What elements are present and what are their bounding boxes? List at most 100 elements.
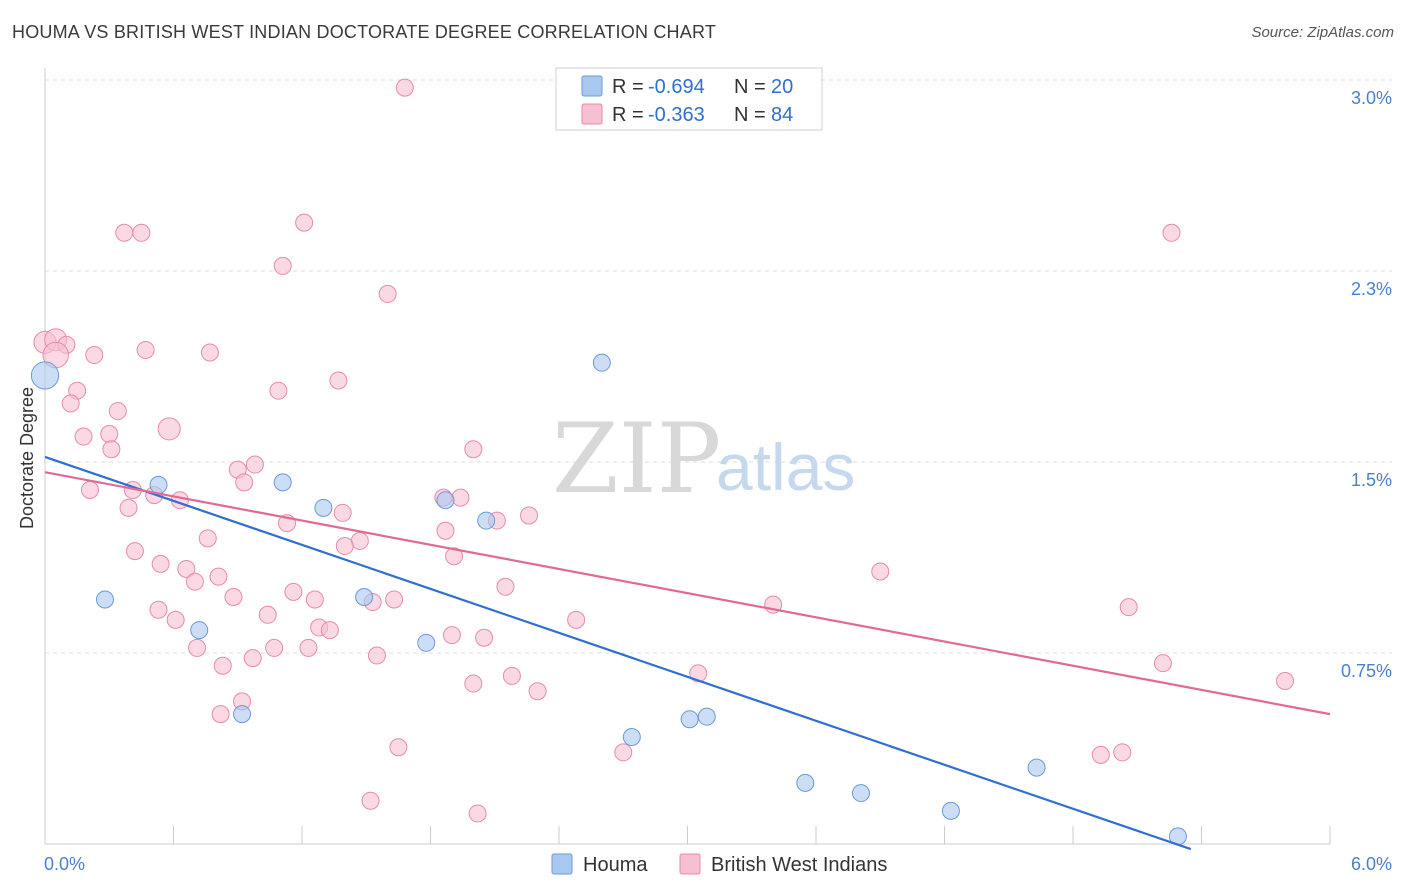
series-legend: Houma British West Indians [551, 853, 887, 876]
bwi-point-48 [185, 572, 204, 591]
bwi-point-35 [520, 506, 539, 525]
bwi-point-40 [350, 531, 369, 550]
bwi-point-34 [333, 503, 352, 522]
x-tick-label-max: 6.0% [1351, 854, 1392, 874]
y-tick-label-1: 1.5% [1351, 470, 1392, 490]
bwi-point-27 [80, 481, 99, 500]
legend-swatch-houma [581, 75, 603, 97]
legend-r-value-houma: -0.694 [648, 76, 705, 98]
bwi-point-69 [367, 646, 386, 665]
houma-point-14 [697, 707, 716, 726]
bwi-point-14 [329, 371, 348, 390]
watermark-atlas: atlas [716, 430, 855, 504]
houma-point-1 [314, 498, 333, 517]
legend-swatch-bwi [581, 103, 603, 125]
bwi-point-82 [1091, 745, 1110, 764]
bwi-point-68 [243, 649, 262, 668]
houma-point-2 [592, 353, 611, 372]
bwi-point-13 [200, 343, 219, 362]
bwi-point-65 [188, 638, 207, 657]
y-axis-label: Doctorate Degree [17, 387, 37, 529]
legend-r-label-bwi: R = [612, 104, 644, 126]
bwi-point-42 [125, 542, 144, 561]
bwi-point-66 [265, 638, 284, 657]
houma-point-8 [355, 587, 374, 606]
bwi-point-20 [74, 427, 93, 446]
bwi-point-5 [378, 284, 397, 303]
bwi-point-51 [224, 587, 243, 606]
bwi-point-22 [102, 440, 121, 459]
bwi-point-79 [389, 738, 408, 757]
bwi-point-64 [475, 628, 494, 647]
bwi-point-57 [149, 600, 168, 619]
houma-point-9 [190, 621, 209, 640]
bwi-point-33 [451, 488, 470, 507]
bottom-legend-label-houma: Houma [583, 854, 648, 876]
houma-point-11 [233, 705, 252, 724]
bwi-point-62 [320, 621, 339, 640]
bwi-point-2 [132, 223, 151, 242]
bwi-point-74 [464, 674, 483, 693]
bwi-point-50 [284, 582, 303, 601]
houma-point-15 [796, 773, 815, 792]
y-tick-labels: 0.75% 1.5% 2.3% 3.0% [1341, 88, 1392, 681]
houma-point-10 [417, 633, 436, 652]
bwi-point-39 [198, 529, 217, 548]
watermark-zip: ZIP [552, 403, 721, 515]
bwi-point-11 [85, 346, 104, 365]
bottom-legend-label-bwi: British West Indians [711, 854, 887, 876]
houma-point-12 [622, 728, 641, 747]
bwi-point-4 [273, 256, 292, 275]
bwi-point-43 [445, 547, 464, 566]
houma-point-5 [436, 491, 455, 510]
bwi-point-31 [119, 498, 138, 517]
bwi-point-15 [269, 381, 288, 400]
houma-point-3 [149, 475, 168, 494]
houma-point-18 [1027, 758, 1046, 777]
houma-point-7 [95, 590, 114, 609]
houma-point-6 [477, 511, 496, 530]
legend-r-label-houma: R = [612, 76, 644, 98]
y-tick-label-3: 3.0% [1351, 88, 1392, 108]
watermark: ZIP atlas [552, 403, 855, 515]
bwi-point-49 [496, 577, 515, 596]
bwi-point-23 [464, 440, 483, 459]
data-points [30, 78, 1295, 846]
source-label: Source: ZipAtlas.com [1251, 24, 1394, 41]
bottom-legend-swatch-houma [551, 853, 573, 875]
houma-point-13 [680, 710, 699, 729]
bwi-point-63 [442, 626, 461, 645]
correlation-legend: R = -0.694 N = 20 R = -0.363 N = 84 [555, 67, 823, 131]
bwi-point-72 [689, 664, 708, 683]
bwi-point-47 [209, 567, 228, 586]
y-tick-label-0: 0.75% [1341, 661, 1392, 681]
bwi-point-52 [305, 590, 324, 609]
legend-r-value-bwi: -0.363 [648, 104, 705, 126]
bwi-point-78 [211, 705, 230, 724]
legend-n-value-bwi: 84 [771, 104, 793, 126]
x-tick-label-min: 0.0% [44, 854, 85, 874]
x-ticks [44, 826, 1331, 844]
bwi-point-3 [295, 213, 314, 232]
bwi-point-17 [61, 394, 80, 413]
houma-point-0 [30, 361, 60, 390]
houma-trend-line [44, 455, 1192, 851]
houma-point-4 [273, 473, 292, 492]
bwi-point-26 [235, 473, 254, 492]
houma-point-17 [941, 801, 960, 820]
bwi-point-59 [166, 610, 185, 629]
bwi-point-6 [1162, 223, 1181, 242]
gridlines [45, 79, 1392, 654]
bwi-point-58 [258, 605, 277, 624]
bwi-point-54 [385, 590, 404, 609]
bwi-point-80 [614, 743, 633, 762]
houma-point-16 [851, 784, 870, 803]
y-tick-label-2: 2.3% [1351, 279, 1392, 299]
legend-n-label-bwi: N = [734, 104, 766, 126]
bwi-point-71 [213, 656, 232, 675]
legend-n-label-houma: N = [734, 76, 766, 98]
bwi-point-56 [1119, 598, 1138, 617]
bwi-point-18 [108, 402, 127, 421]
bwi-point-19 [157, 417, 181, 441]
